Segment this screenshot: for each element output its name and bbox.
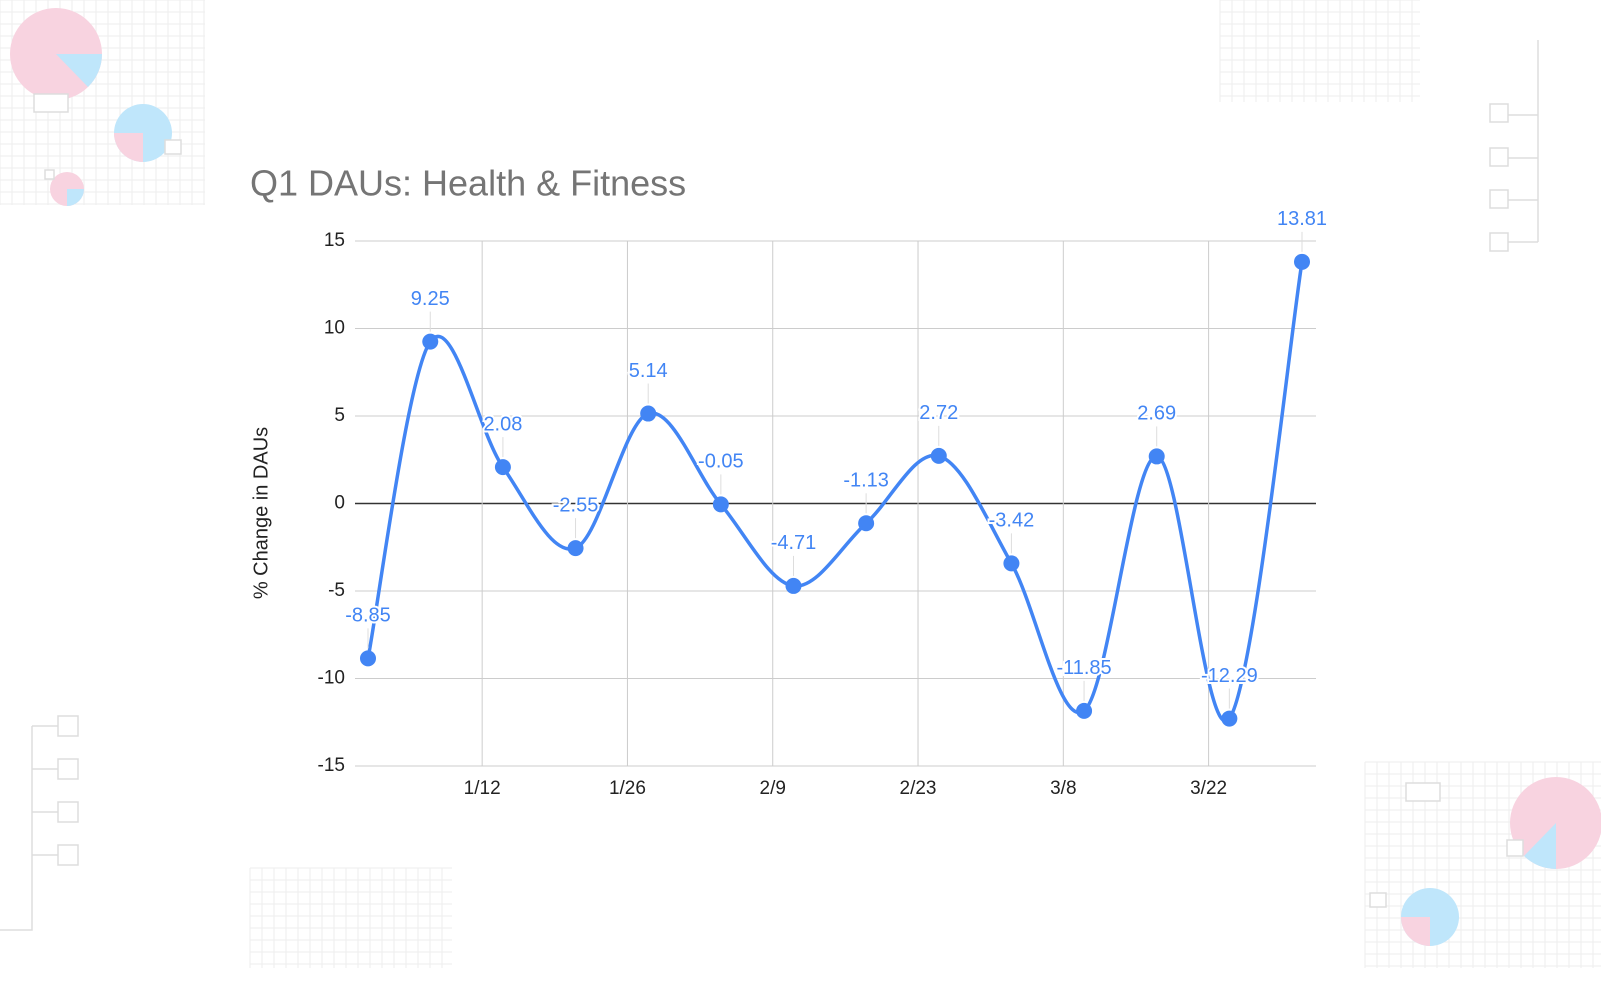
data-label: -8.85 [345, 605, 391, 627]
y-tick-label: 15 [324, 230, 345, 251]
decoration-grid [0, 0, 205, 205]
y-axis-label: % Change in DAUs [250, 427, 272, 599]
data-label: -3.42 [989, 510, 1035, 532]
point [1076, 702, 1093, 719]
x-tick-label: 1/26 [609, 778, 646, 799]
decoration-grid [249, 867, 452, 968]
y-tick-label: -10 [318, 668, 345, 689]
point [858, 515, 875, 532]
y-tick-label: 5 [334, 405, 345, 426]
data-label: -11.85 [1056, 657, 1111, 679]
data-label: -0.05 [698, 451, 744, 473]
point [1294, 253, 1310, 270]
y-tick-label: -5 [328, 580, 345, 601]
line [366, 261, 1304, 723]
data-label: -1.13 [843, 470, 889, 492]
decoration [0, 0, 1601, 968]
point [930, 447, 947, 464]
point [567, 540, 584, 557]
data-label: 5.14 [629, 360, 668, 382]
data-label: 2.69 [1137, 403, 1176, 425]
x-tick-label: 1/12 [464, 778, 501, 799]
point [1003, 555, 1020, 572]
data-label: -2.55 [553, 494, 599, 516]
x-tick-label: 3/22 [1190, 778, 1227, 799]
point [1221, 710, 1238, 727]
y-tick-label: 0 [334, 493, 345, 514]
point [494, 459, 511, 476]
point [712, 496, 729, 513]
y-tick-label: -15 [318, 755, 345, 776]
x-tick-label: 3/8 [1050, 778, 1076, 799]
plot: -15 -10 -5 0 5 10 15 1/12 1/26 2/9 2/23 3/8 3/22 -8.8… [318, 206, 1330, 799]
point [785, 577, 802, 594]
data-label: -12.29 [1201, 665, 1258, 687]
x-tick-label: 2/23 [900, 778, 937, 799]
data-label: -4.71 [771, 532, 817, 554]
decoration-grid [1219, 0, 1420, 102]
data-label: 9.25 [411, 288, 450, 310]
data-label: 13.81 [1277, 208, 1327, 230]
x-tick-label: 2/9 [760, 778, 786, 799]
y-tick-label: 10 [324, 318, 345, 339]
data-label: 2.08 [483, 413, 522, 435]
point [640, 405, 657, 422]
data-label: 2.72 [919, 402, 958, 424]
point [360, 650, 376, 667]
point [422, 333, 439, 350]
point [1148, 448, 1165, 465]
chart-title: Q1 DAUs: Health & Fitness [250, 163, 686, 204]
